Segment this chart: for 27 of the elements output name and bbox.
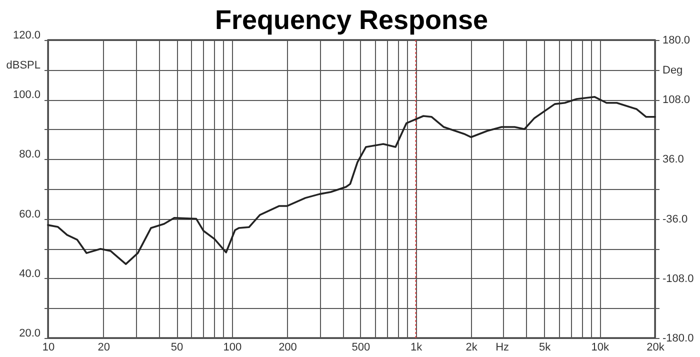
y-tick-label: 120.0: [12, 30, 40, 42]
y2-tick-label: -108.0: [662, 272, 694, 285]
y-tick-label: 20.0: [19, 328, 40, 340]
y2-tick-label: 36.0: [662, 154, 684, 166]
y2-tick-label: Deg: [662, 64, 683, 76]
y-tick-label: dBSPL: [6, 59, 40, 72]
x-tick-label: 100: [223, 342, 242, 354]
x-tick-label: 20k: [646, 342, 665, 354]
y2-tick-label: 108.0: [662, 94, 690, 106]
y-tick-label: 40.0: [19, 268, 40, 280]
x-tick-label: 200: [278, 342, 297, 354]
x-tick-label: 20: [98, 342, 110, 354]
x-tick-label: 2k: [466, 342, 478, 354]
x-tick-label: 500: [352, 342, 370, 354]
chart-title: Frequency Response: [214, 5, 488, 35]
y-tick-label: 80.0: [19, 148, 40, 161]
y-tick-label: 60.0: [19, 208, 40, 220]
x-axis-title: Hz: [496, 342, 510, 354]
y2-tick-label: -36.0: [662, 213, 688, 226]
y2-tick-label: -180.0: [662, 332, 694, 344]
x-tick-label: 50: [170, 342, 184, 354]
x-tick-label: 10: [42, 342, 55, 354]
x-tick-label: 10k: [591, 342, 610, 354]
y2-tick-label: 180.0: [662, 34, 690, 46]
x-tick-label: 5k: [538, 342, 552, 354]
y-tick-label: 100.0: [12, 89, 40, 102]
x-tick-label: 1k: [410, 342, 423, 354]
